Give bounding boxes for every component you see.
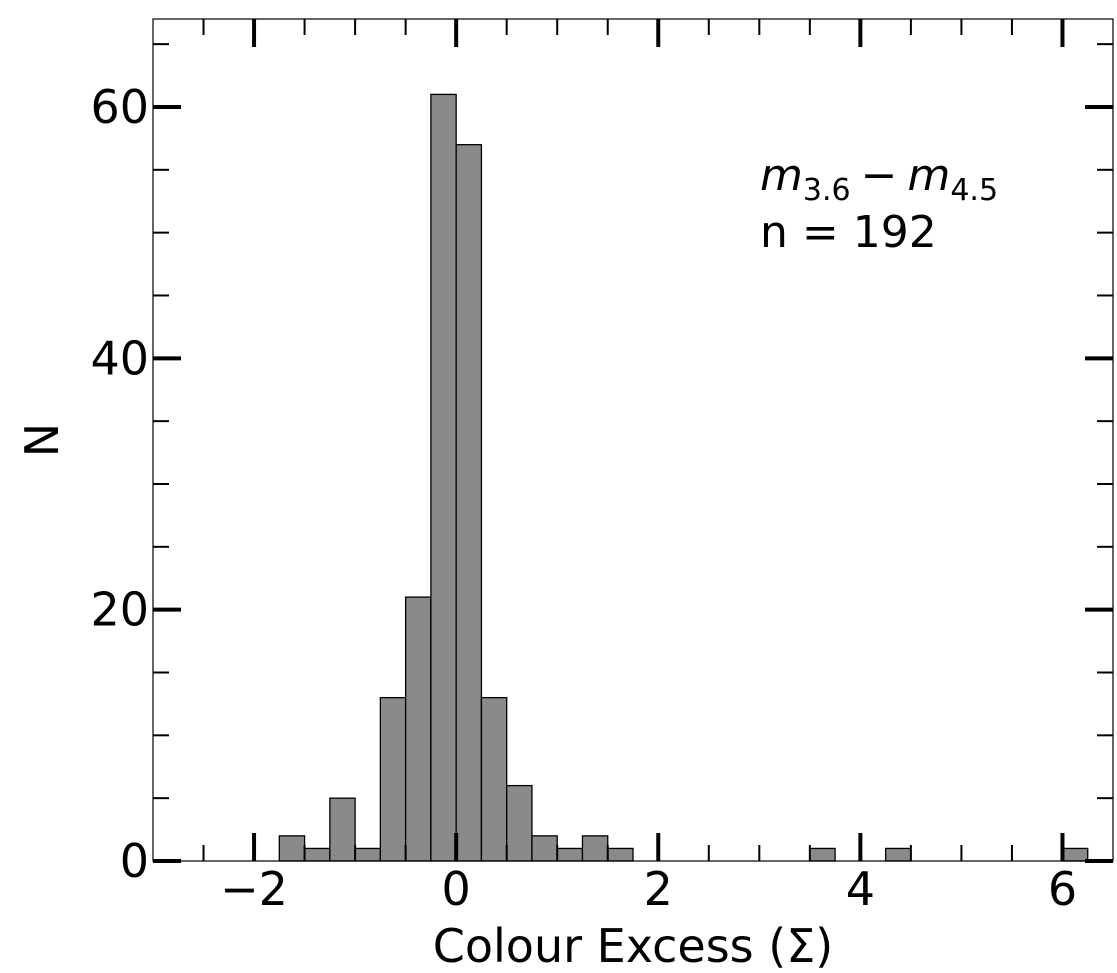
y-tick-label: 0 (120, 834, 149, 888)
histogram-bar (884, 847, 912, 862)
histogram-bar (329, 797, 356, 862)
ticks-group (153, 19, 1113, 863)
histogram-bar (379, 696, 407, 862)
annotation-count: n = 192 (760, 207, 937, 258)
annotation-m-a: m (760, 150, 803, 201)
bars-group (278, 93, 1089, 862)
histogram-bar (531, 835, 558, 862)
annotation-sub-a: 3.6 (803, 173, 851, 208)
annotation-m-b: m (907, 150, 950, 201)
x-tick-label: 4 (846, 862, 875, 916)
x-tick-label: −2 (220, 862, 288, 916)
histogram-bar (278, 835, 306, 862)
x-tick-label: 0 (442, 862, 471, 916)
histogram-bar (404, 596, 432, 862)
histogram-bar (303, 847, 331, 862)
histogram-bar (1061, 847, 1089, 862)
y-tick-label: 40 (90, 331, 149, 385)
y-axis-label: N (15, 423, 69, 457)
x-tick-label: 2 (644, 862, 673, 916)
x-tick-label: 6 (1048, 862, 1077, 916)
histogram-bar (809, 847, 836, 862)
plot-frame (152, 18, 1114, 862)
annotation-minus: − (861, 150, 898, 201)
x-axis-label: Colour Excess (Σ) (433, 919, 833, 973)
histogram-bar (480, 696, 508, 862)
histogram-bar (581, 835, 609, 862)
annotation-sub-b: 4.5 (950, 173, 998, 208)
histogram-bar (506, 784, 533, 862)
annotation-color-index: m3.6− m4.5 (760, 150, 998, 208)
y-tick-label: 20 (90, 583, 149, 637)
histogram-bar (556, 847, 584, 862)
histogram-bar (607, 847, 634, 862)
histogram-bar (455, 144, 483, 862)
histogram-bar (430, 93, 457, 862)
y-tick-label: 60 (90, 80, 149, 134)
histogram-bar (354, 847, 382, 862)
